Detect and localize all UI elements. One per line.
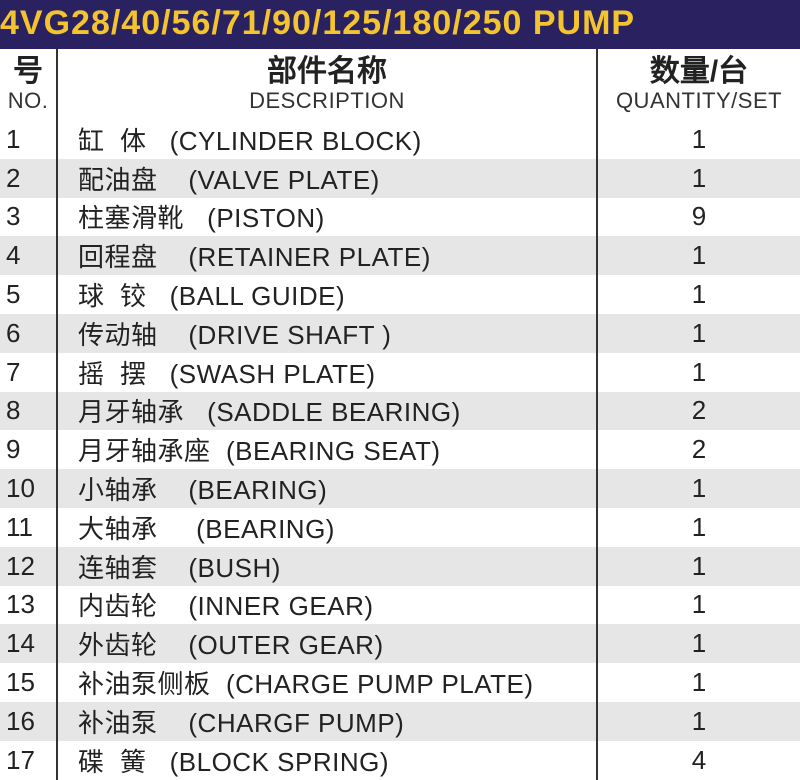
table-row: 4回程盘 (RETAINER PLATE)1 [0,236,800,275]
cell-qty: 1 [598,469,800,508]
cell-desc: 柱塞滑靴 (PISTON) [58,198,598,237]
table-row: 3柱塞滑靴 (PISTON)9 [0,198,800,237]
cell-no: 5 [0,275,58,314]
table-body: 1缸 体 (CYLINDER BLOCK)12配油盘 (VALVE PLATE)… [0,120,800,780]
table-row: 5球 铰 (BALL GUIDE)1 [0,275,800,314]
table-row: 16补油泵 (CHARGF PUMP)1 [0,702,800,741]
cell-desc: 外齿轮 (OUTER GEAR) [58,624,598,663]
cell-desc: 大轴承 (BEARING) [58,508,598,547]
cell-no: 1 [0,120,58,159]
col-header-no-cn: 号 [0,55,56,88]
cell-qty: 4 [598,741,800,780]
cell-qty: 1 [598,702,800,741]
cell-qty: 1 [598,586,800,625]
cell-qty: 1 [598,353,800,392]
table-row: 1缸 体 (CYLINDER BLOCK)1 [0,120,800,159]
cell-no: 13 [0,586,58,625]
table-row: 14外齿轮 (OUTER GEAR)1 [0,624,800,663]
cell-qty: 1 [598,275,800,314]
cell-qty: 1 [598,159,800,198]
col-header-no: 号 NO. [0,49,58,120]
col-header-qty-cn: 数量/台 [598,55,800,88]
cell-desc: 补油泵 (CHARGF PUMP) [58,702,598,741]
cell-no: 16 [0,702,58,741]
col-header-qty-en: QUANTITY/SET [598,88,800,114]
cell-no: 8 [0,392,58,431]
cell-desc: 连轴套 (BUSH) [58,547,598,586]
table-row: 2配油盘 (VALVE PLATE)1 [0,159,800,198]
table-row: 15补油泵侧板 (CHARGE PUMP PLATE)1 [0,663,800,702]
cell-desc: 球 铰 (BALL GUIDE) [58,275,598,314]
column-headers: 号 NO. 部件名称 DESCRIPTION 数量/台 QUANTITY/SET [0,49,800,120]
page-title-bar: 4VG28/40/56/71/90/125/180/250 PUMP [0,0,800,49]
table-row: 10小轴承 (BEARING)1 [0,469,800,508]
cell-no: 12 [0,547,58,586]
cell-qty: 1 [598,314,800,353]
cell-desc: 回程盘 (RETAINER PLATE) [58,236,598,275]
cell-qty: 2 [598,430,800,469]
cell-desc: 配油盘 (VALVE PLATE) [58,159,598,198]
cell-no: 17 [0,741,58,780]
cell-qty: 9 [598,198,800,237]
cell-desc: 月牙轴承 (SADDLE BEARING) [58,392,598,431]
cell-no: 11 [0,508,58,547]
table-row: 7摇 摆 (SWASH PLATE)1 [0,353,800,392]
cell-no: 15 [0,663,58,702]
table-row: 17碟 簧 (BLOCK SPRING)4 [0,741,800,780]
col-header-no-en: NO. [0,88,56,114]
table-row: 9月牙轴承座 (BEARING SEAT)2 [0,430,800,469]
cell-desc: 内齿轮 (INNER GEAR) [58,586,598,625]
page-title: 4VG28/40/56/71/90/125/180/250 PUMP [0,4,635,42]
col-header-desc-cn: 部件名称 [58,55,596,88]
cell-qty: 1 [598,624,800,663]
cell-qty: 2 [598,392,800,431]
col-header-desc: 部件名称 DESCRIPTION [58,49,598,120]
table-row: 11大轴承 (BEARING)1 [0,508,800,547]
col-header-desc-en: DESCRIPTION [58,88,596,114]
cell-qty: 1 [598,663,800,702]
cell-no: 7 [0,353,58,392]
cell-qty: 1 [598,508,800,547]
cell-desc: 月牙轴承座 (BEARING SEAT) [58,430,598,469]
cell-desc: 补油泵侧板 (CHARGE PUMP PLATE) [58,663,598,702]
table-row: 13内齿轮 (INNER GEAR)1 [0,586,800,625]
cell-qty: 1 [598,120,800,159]
table-row: 12连轴套 (BUSH)1 [0,547,800,586]
cell-desc: 碟 簧 (BLOCK SPRING) [58,741,598,780]
cell-desc: 小轴承 (BEARING) [58,469,598,508]
cell-no: 9 [0,430,58,469]
cell-desc: 摇 摆 (SWASH PLATE) [58,353,598,392]
cell-no: 3 [0,198,58,237]
table-row: 6传动轴 (DRIVE SHAFT )1 [0,314,800,353]
cell-no: 6 [0,314,58,353]
cell-no: 10 [0,469,58,508]
col-header-qty: 数量/台 QUANTITY/SET [598,49,800,120]
cell-no: 14 [0,624,58,663]
cell-qty: 1 [598,547,800,586]
table-row: 8月牙轴承 (SADDLE BEARING)2 [0,392,800,431]
cell-qty: 1 [598,236,800,275]
cell-desc: 传动轴 (DRIVE SHAFT ) [58,314,598,353]
cell-no: 2 [0,159,58,198]
cell-no: 4 [0,236,58,275]
cell-desc: 缸 体 (CYLINDER BLOCK) [58,120,598,159]
